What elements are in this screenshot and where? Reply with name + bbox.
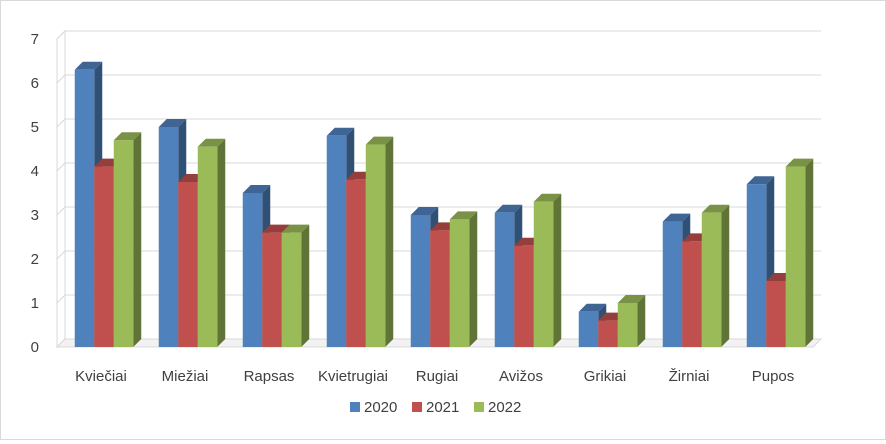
y-tick-label: 5 [31, 119, 39, 136]
legend: 2020 2021 2022 [350, 399, 521, 416]
legend-label: 2021 [426, 399, 459, 416]
x-tick-label: Žirniai [669, 368, 710, 385]
gridline [56, 294, 821, 304]
y-tick-label: 1 [31, 295, 39, 312]
legend-label: 2022 [488, 399, 521, 416]
legend-item-2021: 2021 [412, 399, 459, 416]
bar-2022-Grikiai [617, 295, 646, 347]
gridline [56, 338, 821, 348]
bar-2022-Kvietrugiai [365, 136, 394, 347]
gridline [56, 206, 821, 216]
bar-2022-Žirniai [701, 204, 730, 347]
legend-label: 2020 [364, 399, 397, 416]
bar-2022-Pupos [785, 158, 814, 347]
y-tick-label: 4 [31, 163, 39, 180]
x-axis-tick-labels: Kviečiai Miežiai Rapsas Kvietrugiai Rugiai Av… [75, 368, 794, 385]
gridline [56, 162, 821, 172]
x-tick-label: Pupos [752, 368, 795, 385]
x-tick-label: Kvietrugiai [318, 368, 388, 385]
gridline [56, 30, 821, 40]
bars [74, 61, 814, 348]
bar-2022-Rugiai [449, 211, 478, 347]
x-tick-label: Rugiai [416, 368, 459, 385]
bar-2022-Rapsas [281, 224, 310, 347]
x-tick-label: Kviečiai [75, 368, 127, 385]
y-tick-label: 6 [31, 75, 39, 92]
gridline [56, 74, 821, 84]
y-tick-label: 7 [31, 31, 39, 48]
legend-item-2020: 2020 [350, 399, 397, 416]
y-tick-label: 3 [31, 207, 39, 224]
gridlines [56, 30, 821, 348]
bar-2022-Avižos [533, 193, 562, 347]
y-tick-label: 0 [31, 339, 39, 356]
gridline [56, 118, 821, 128]
legend-item-2022: 2022 [474, 399, 521, 416]
legend-swatch [350, 402, 360, 412]
legend-swatch [412, 402, 422, 412]
bar-2022-Kviečiai [113, 132, 142, 347]
y-axis-tick-labels: 0 1 2 3 4 5 6 7 [31, 31, 39, 356]
x-tick-label: Rapsas [244, 368, 295, 385]
y-tick-label: 2 [31, 251, 39, 268]
x-tick-label: Avižos [499, 368, 543, 385]
bar-2022-Miežiai [197, 138, 226, 347]
legend-swatch [474, 402, 484, 412]
x-tick-label: Miežiai [162, 368, 209, 385]
gridline [56, 250, 821, 260]
x-tick-label: Grikiai [584, 368, 627, 385]
